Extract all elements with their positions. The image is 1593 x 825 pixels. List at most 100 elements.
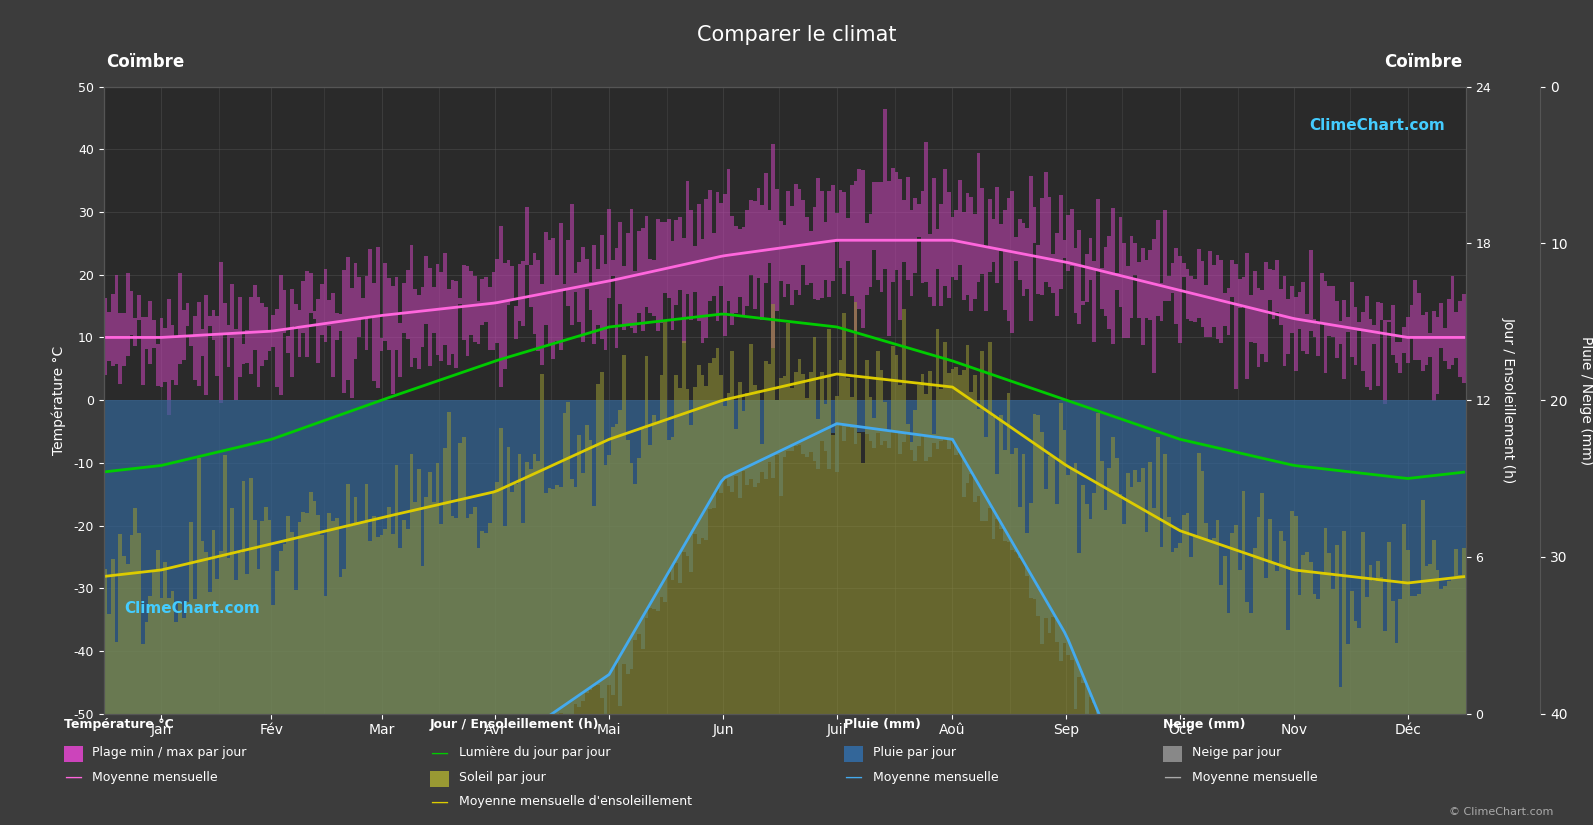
Bar (570, 400, 573, 724)
Bar (674, 375, 679, 714)
Bar (1265, 578, 1268, 714)
Bar (779, 378, 782, 714)
Bar (406, 400, 409, 825)
Bar (346, 257, 350, 380)
Bar (1004, 210, 1007, 310)
Bar (1093, 400, 1096, 703)
Bar (290, 400, 293, 825)
Bar (996, 474, 999, 714)
Bar (1179, 400, 1182, 825)
Bar (701, 239, 704, 343)
Bar (1077, 553, 1082, 714)
Bar (943, 342, 946, 714)
Bar (890, 400, 895, 431)
Bar (645, 356, 648, 714)
Bar (226, 400, 231, 825)
Bar (601, 372, 604, 714)
Bar (287, 336, 290, 353)
Bar (977, 153, 980, 282)
Bar (1301, 282, 1305, 351)
Bar (162, 400, 167, 825)
Bar (969, 197, 973, 311)
Bar (1227, 613, 1230, 714)
Bar (1168, 400, 1171, 825)
Bar (637, 231, 640, 313)
Bar (376, 400, 379, 825)
Bar (809, 372, 812, 714)
Bar (570, 204, 573, 325)
Bar (1026, 534, 1029, 714)
Bar (186, 400, 190, 825)
Bar (107, 312, 112, 361)
Bar (943, 400, 946, 440)
Bar (462, 266, 465, 340)
Bar (118, 400, 123, 825)
Bar (1260, 290, 1265, 354)
Bar (492, 272, 495, 351)
Bar (768, 210, 771, 263)
Bar (543, 493, 548, 714)
Y-axis label: Température °C: Température °C (53, 346, 67, 455)
Bar (1029, 176, 1032, 321)
Bar (320, 400, 323, 825)
Bar (1021, 454, 1026, 714)
Bar (607, 400, 612, 686)
Bar (339, 578, 342, 714)
Bar (849, 398, 854, 714)
Bar (1070, 210, 1074, 266)
Bar (1380, 303, 1383, 319)
Bar (245, 330, 249, 363)
Bar (648, 400, 652, 608)
Bar (954, 210, 957, 280)
Bar (1443, 400, 1446, 825)
Bar (838, 190, 843, 268)
Bar (465, 266, 470, 356)
Bar (1260, 493, 1265, 714)
Bar (1004, 450, 1007, 714)
Bar (226, 325, 231, 367)
Bar (476, 301, 481, 344)
Bar (470, 271, 473, 336)
Bar (731, 351, 734, 714)
Bar (510, 400, 515, 742)
Bar (1451, 579, 1454, 714)
Bar (1207, 540, 1212, 714)
Bar (776, 400, 779, 714)
Bar (1410, 305, 1413, 338)
Bar (820, 372, 824, 714)
Bar (1332, 400, 1335, 825)
Bar (543, 400, 548, 736)
Bar (585, 259, 589, 289)
Bar (865, 400, 868, 434)
Bar (476, 400, 481, 773)
Bar (1301, 555, 1305, 714)
Bar (712, 357, 715, 714)
Bar (1435, 400, 1440, 825)
Bar (1360, 532, 1365, 714)
Bar (749, 343, 753, 714)
Bar (1104, 511, 1107, 714)
Bar (1368, 565, 1372, 714)
Bar (1077, 230, 1082, 323)
Bar (573, 272, 577, 292)
Bar (862, 400, 865, 432)
Bar (271, 400, 276, 825)
Bar (476, 548, 481, 714)
Bar (1435, 317, 1440, 394)
Bar (387, 400, 390, 825)
Bar (159, 318, 162, 387)
Bar (962, 212, 965, 299)
Bar (459, 400, 462, 780)
Bar (726, 400, 731, 487)
Bar (921, 191, 924, 283)
Bar (395, 465, 398, 714)
Bar (223, 455, 226, 714)
Bar (1429, 333, 1432, 357)
Bar (548, 488, 551, 714)
Bar (760, 205, 765, 320)
Bar (429, 268, 432, 366)
Bar (1118, 400, 1121, 784)
Bar (857, 169, 862, 309)
Bar (1368, 318, 1372, 390)
Bar (1082, 485, 1085, 714)
